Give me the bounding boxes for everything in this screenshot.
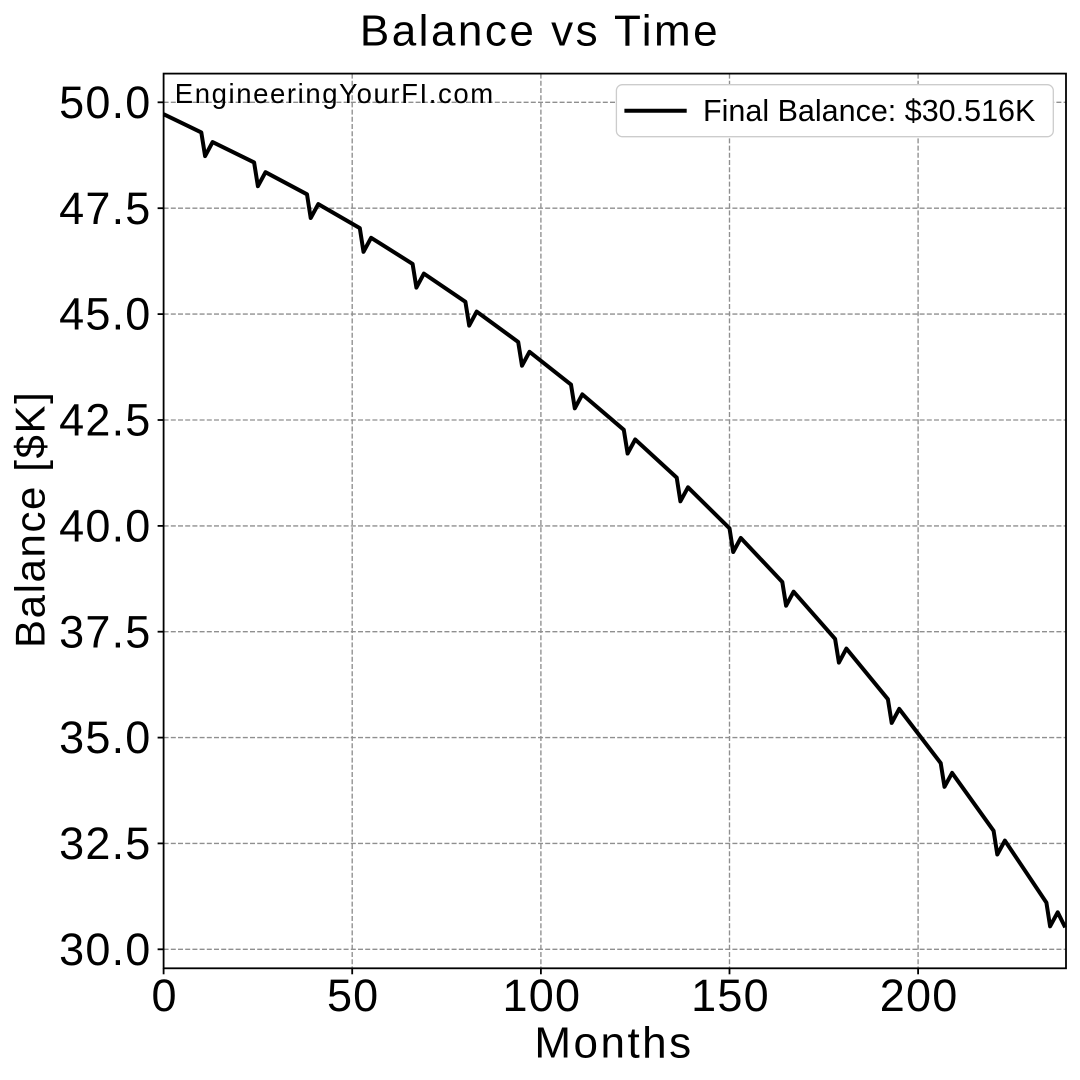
svg-text:42.5: 42.5 bbox=[59, 395, 151, 446]
svg-text:Balance [$K]: Balance [$K] bbox=[6, 391, 53, 648]
svg-text:37.5: 37.5 bbox=[59, 606, 151, 657]
svg-text:150: 150 bbox=[691, 970, 770, 1021]
svg-text:200: 200 bbox=[880, 970, 959, 1021]
svg-text:50: 50 bbox=[327, 970, 379, 1021]
svg-text:30.0: 30.0 bbox=[59, 924, 151, 975]
svg-text:47.5: 47.5 bbox=[59, 183, 151, 234]
svg-text:0: 0 bbox=[151, 970, 177, 1021]
svg-text:45.0: 45.0 bbox=[59, 289, 151, 340]
svg-text:EngineeringYourFI.com: EngineeringYourFI.com bbox=[175, 78, 495, 109]
svg-text:35.0: 35.0 bbox=[59, 712, 151, 763]
svg-text:50.0: 50.0 bbox=[59, 77, 151, 128]
svg-text:Months: Months bbox=[534, 1018, 693, 1067]
svg-text:100: 100 bbox=[503, 970, 582, 1021]
svg-text:Balance vs Time: Balance vs Time bbox=[360, 7, 720, 56]
svg-text:Final Balance: $30.516K: Final Balance: $30.516K bbox=[703, 94, 1035, 128]
svg-text:40.0: 40.0 bbox=[59, 501, 151, 552]
svg-text:32.5: 32.5 bbox=[59, 818, 151, 869]
